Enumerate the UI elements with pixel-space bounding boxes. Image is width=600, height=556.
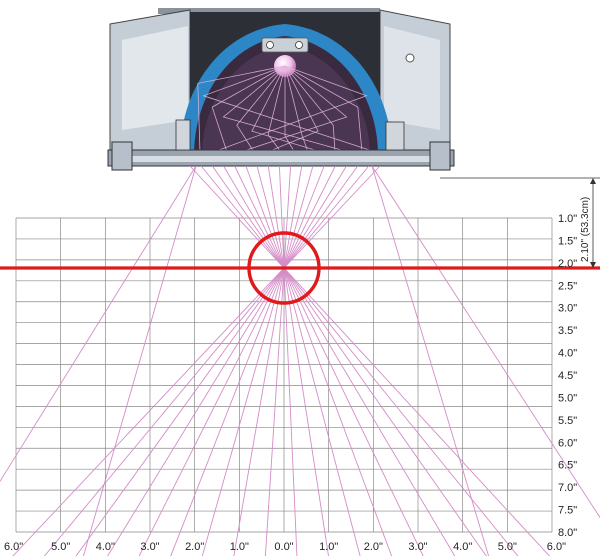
- dimension-arrow-bottom: [590, 262, 596, 268]
- reflector-sheen: [202, 46, 370, 155]
- x-tick-label: 4.0": [96, 541, 115, 553]
- y-tick-label: 1.5": [558, 235, 577, 247]
- light-ray: [245, 165, 393, 556]
- x-tick-label: 3.0": [408, 541, 427, 553]
- light-ray: [211, 165, 487, 556]
- focal-point-circle: [247, 231, 321, 305]
- x-tick-label: 1.0": [230, 541, 249, 553]
- internal-ray: [284, 66, 295, 153]
- mount-clip: [280, 30, 290, 36]
- internal-ray: [236, 65, 286, 153]
- internal-ray: [251, 65, 322, 153]
- internal-ray: [240, 65, 348, 153]
- light-ray: [189, 165, 551, 556]
- light-fixture: [107, 8, 455, 171]
- x-axis-labels: 6.0" 5.0" 4.0" 3.0" 2.0" 1.0" 0.0" 1.0" 2.0" 3.0"…: [4, 541, 566, 553]
- internal-ray: [284, 65, 309, 153]
- light-ray: [138, 165, 336, 556]
- y-tick-label: 4.5": [558, 370, 577, 382]
- x-tick-label: 5.0": [498, 541, 517, 553]
- light-ray: [200, 165, 519, 556]
- internal-ray: [284, 65, 336, 153]
- light-ray: [234, 165, 424, 556]
- internal-ray: [267, 65, 319, 153]
- internal-rays: [197, 65, 376, 153]
- fixture-right-bracket: [385, 121, 405, 151]
- light-ray: [371, 165, 490, 556]
- y-tick-label: 5.0": [558, 392, 577, 404]
- internal-ray: [213, 65, 368, 153]
- fixture-right-clamp: [429, 141, 451, 171]
- light-ray: [75, 165, 359, 556]
- light-ray: [264, 165, 292, 556]
- internal-ray: [197, 65, 286, 153]
- y-tick-label: 2.0": [558, 258, 577, 270]
- internal-ray: [284, 65, 363, 153]
- y-tick-label: 7.0": [558, 482, 577, 494]
- light-ray: [371, 165, 600, 519]
- dimension-arrow-top: [590, 178, 596, 184]
- y-tick-label: 3.5": [558, 325, 577, 337]
- y-tick-label: 2.5": [558, 280, 577, 292]
- internal-ray: [222, 65, 349, 153]
- light-ray: [278, 165, 298, 556]
- x-tick-label: 1.0": [319, 541, 338, 553]
- y-tick-label: 6.5": [558, 460, 577, 472]
- fixture-right-highlight: [384, 26, 440, 130]
- light-ray: [256, 165, 361, 556]
- fixture-left-highlight: [122, 26, 188, 130]
- light-ray: [107, 165, 347, 556]
- light-ray: [82, 165, 197, 556]
- y-tick-label: 3.0": [558, 303, 577, 315]
- light-ray: [12, 165, 381, 556]
- light-ray: [43, 165, 370, 556]
- y-axis-labels: 1.0" 1.5" 2.0" 2.5" 3.0" 3.5" 4.0" 4.5" 5.0" 5.5"…: [558, 213, 577, 539]
- mount-screw-left: [266, 41, 274, 49]
- y-tick-label: 7.5": [558, 505, 577, 517]
- x-tick-label: 6.0": [4, 541, 23, 553]
- y-tick-label: 4.0": [558, 348, 577, 360]
- x-tick-label: 2.0": [185, 541, 204, 553]
- y-tick-label: 8.0": [558, 527, 577, 539]
- y-tick-label: 1.0": [558, 213, 577, 225]
- light-ray: [223, 165, 456, 556]
- internal-ray: [211, 65, 286, 153]
- y-tick-label: 6.0": [558, 437, 577, 449]
- x-tick-label: 4.0": [453, 541, 472, 553]
- internal-ray: [202, 65, 376, 153]
- fixture-base-lens: [130, 156, 430, 162]
- light-ray: [201, 165, 314, 556]
- fixture-top-rim: [158, 8, 380, 14]
- x-tick-label: 0.0": [274, 541, 293, 553]
- light-rays: [0, 165, 600, 556]
- fixture-screw-hole: [405, 53, 415, 63]
- internal-ray: [267, 65, 286, 153]
- lamp-mount: [261, 37, 309, 53]
- mount-screw-right: [295, 41, 303, 49]
- y-tick-label: 5.5": [558, 415, 577, 427]
- x-tick-label: 6.0": [547, 541, 566, 553]
- x-tick-label: 3.0": [140, 541, 159, 553]
- fixture-left-bracket: [175, 119, 191, 151]
- x-tick-label: 2.0": [364, 541, 383, 553]
- fixture-left-clamp: [111, 141, 133, 171]
- distance-label: 2.10" (53.3cm): [580, 197, 591, 262]
- x-tick-label: 5.0": [51, 541, 70, 553]
- distance-dimension: 2.10" (53.3cm): [440, 177, 600, 268]
- light-ray: [0, 165, 197, 483]
- light-ray: [170, 165, 325, 556]
